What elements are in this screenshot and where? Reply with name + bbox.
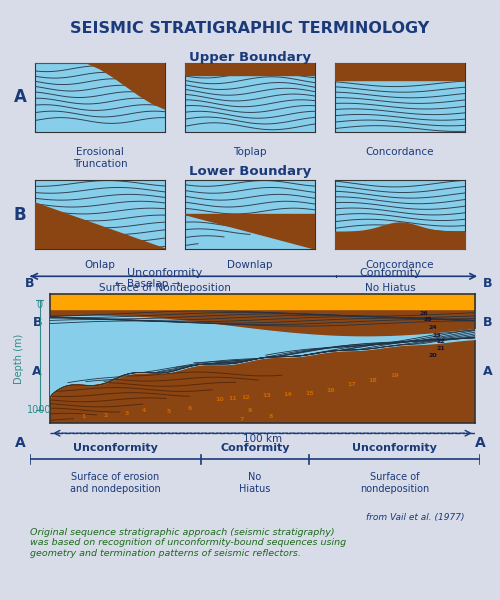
Text: Concordance: Concordance — [366, 260, 434, 270]
Text: Concordance: Concordance — [366, 147, 434, 157]
Polygon shape — [35, 203, 165, 249]
Text: No Hiatus: No Hiatus — [364, 283, 416, 293]
Text: 25: 25 — [424, 317, 432, 322]
Text: 7: 7 — [239, 416, 244, 422]
Text: A: A — [474, 436, 486, 450]
Text: 12: 12 — [241, 395, 250, 400]
Text: Downlap: Downlap — [227, 260, 273, 270]
Text: No
Hiatus: No Hiatus — [240, 472, 270, 493]
Polygon shape — [335, 63, 465, 80]
Text: 100 km: 100 km — [243, 434, 282, 444]
Text: 15: 15 — [305, 391, 314, 396]
Text: Lower Boundary: Lower Boundary — [189, 165, 311, 178]
Text: 0: 0 — [36, 301, 43, 310]
Text: 17: 17 — [348, 382, 356, 387]
Text: 20: 20 — [428, 353, 437, 358]
Text: Onlap: Onlap — [84, 260, 116, 270]
Text: A: A — [483, 365, 492, 378]
Text: A: A — [32, 365, 42, 378]
Text: 3: 3 — [124, 412, 128, 416]
Text: Unconformity: Unconformity — [128, 268, 202, 278]
Text: B: B — [32, 316, 42, 329]
Text: Upper Boundary: Upper Boundary — [189, 51, 311, 64]
Polygon shape — [185, 63, 315, 74]
Text: 11: 11 — [228, 396, 237, 401]
Text: 5: 5 — [167, 409, 171, 414]
Text: B: B — [483, 316, 492, 329]
Polygon shape — [185, 214, 315, 249]
Text: Surface of
nondeposition: Surface of nondeposition — [360, 472, 429, 493]
Text: Unconformity: Unconformity — [352, 443, 437, 453]
Text: Surface of Nondeposition: Surface of Nondeposition — [99, 283, 231, 293]
Text: B: B — [25, 277, 34, 290]
Text: Depth (m): Depth (m) — [14, 334, 24, 383]
Text: 1: 1 — [82, 414, 86, 419]
Text: B: B — [482, 277, 492, 290]
Text: A: A — [14, 436, 26, 450]
Text: Conformity: Conformity — [359, 268, 421, 278]
Text: Surface of erosion
and nondeposition: Surface of erosion and nondeposition — [70, 472, 161, 493]
Text: 23: 23 — [432, 333, 441, 338]
Polygon shape — [35, 63, 165, 109]
Text: SEISMIC STRATIGRAPHIC TERMINOLOGY: SEISMIC STRATIGRAPHIC TERMINOLOGY — [70, 21, 430, 36]
Text: Toplap: Toplap — [233, 147, 267, 157]
Text: ← Baselap →: ← Baselap → — [115, 279, 180, 289]
Text: 21: 21 — [436, 346, 446, 350]
Text: A: A — [14, 88, 26, 107]
Text: 26: 26 — [420, 311, 428, 316]
Text: Original sequence stratigraphic approach (seismic stratigraphy)
was based on rec: Original sequence stratigraphic approach… — [30, 528, 346, 558]
Text: 10: 10 — [216, 397, 224, 402]
Text: B: B — [14, 205, 26, 223]
Text: 22: 22 — [436, 339, 446, 344]
Text: Erosional
Truncation: Erosional Truncation — [72, 147, 128, 169]
Text: 13: 13 — [262, 394, 271, 398]
Text: 1000: 1000 — [27, 405, 52, 415]
Text: 19: 19 — [390, 373, 398, 378]
Text: Unconformity: Unconformity — [73, 443, 158, 453]
Text: 6: 6 — [188, 406, 192, 412]
Text: 2: 2 — [103, 413, 108, 418]
Text: from Vail et al. (1977): from Vail et al. (1977) — [366, 513, 465, 522]
Text: 14: 14 — [284, 392, 292, 397]
Text: 24: 24 — [428, 325, 437, 330]
Text: Conformity: Conformity — [220, 443, 290, 453]
Text: 9: 9 — [248, 407, 252, 413]
Text: 18: 18 — [368, 378, 378, 383]
Text: 16: 16 — [326, 388, 335, 393]
Text: 8: 8 — [269, 414, 273, 419]
Text: 4: 4 — [142, 407, 146, 413]
